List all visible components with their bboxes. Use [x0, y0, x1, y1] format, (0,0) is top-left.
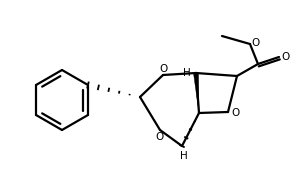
Text: O: O [282, 52, 290, 62]
Text: H: H [180, 151, 188, 161]
Text: O: O [160, 64, 168, 74]
Text: O: O [251, 38, 259, 48]
Text: O: O [155, 132, 163, 142]
Text: O: O [232, 108, 240, 118]
Polygon shape [193, 73, 199, 113]
Text: H: H [183, 68, 191, 78]
